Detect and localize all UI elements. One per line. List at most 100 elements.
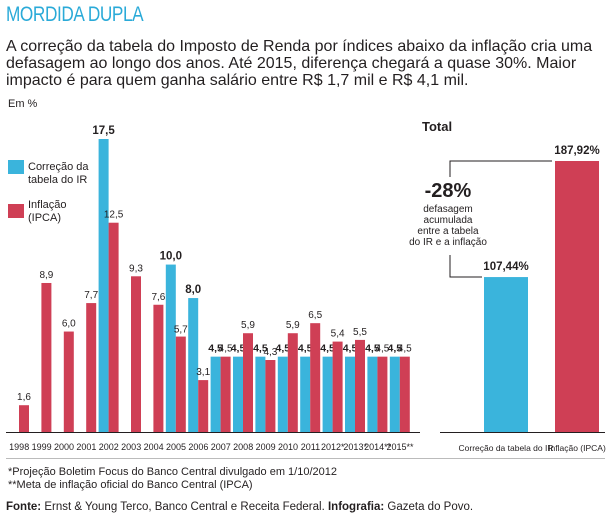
year-tick-label: 2003 (121, 442, 141, 452)
correcao-value-label: 10,0 (160, 251, 182, 263)
source-text: Ernst & Young Terco, Banco Central e Rec… (41, 501, 328, 513)
correcao-bar (255, 356, 266, 432)
inflacao-value-label: 5,4 (331, 329, 345, 340)
year-tick-label: 2001 (76, 442, 96, 452)
subtitle: A correção da tabela do Imposto de Renda… (6, 38, 593, 89)
correcao-value-label: 4,5 (387, 343, 402, 355)
inflacao-value-label: 3,1 (196, 367, 210, 378)
year-tick-label: 2007 (211, 442, 231, 452)
year-tick-label: 2005 (166, 442, 186, 452)
inflacao-bar (86, 303, 97, 432)
infographic-text: Gazeta do Povo. (384, 501, 474, 513)
total-correcao-bar (484, 277, 528, 432)
inflacao-bar (377, 356, 388, 432)
inflacao-value-label: 5,9 (241, 320, 255, 331)
total-value-label: 187,92% (554, 145, 599, 157)
year-tick-label: 2010 (278, 442, 298, 452)
inflacao-bar (19, 405, 29, 432)
inflacao-value-label: 12,5 (104, 210, 124, 221)
inflacao-value-label: 6,5 (308, 310, 322, 321)
correcao-bar (233, 356, 243, 432)
inflacao-bar (220, 356, 231, 432)
inflacao-value-label: 8,9 (39, 270, 53, 281)
correcao-bar (389, 356, 400, 432)
year-tick-label: 1999 (32, 442, 52, 452)
unit-label: Em % (8, 98, 38, 110)
correcao-bar (188, 298, 199, 432)
infographic-label: Infografia: (327, 501, 385, 513)
legend-label-correcao: Correção da tabela do IR (28, 161, 89, 186)
correcao-bar (277, 356, 288, 432)
inflacao-value-label: 5,7 (174, 325, 188, 336)
correcao-value-label: 17,5 (92, 125, 115, 137)
year-tick-label: 2009 (256, 442, 276, 452)
inflacao-value-label: 7,6 (151, 292, 165, 303)
inflacao-bar (265, 360, 276, 432)
inflacao-bar (41, 282, 52, 432)
year-tick-label: 2014** (364, 442, 392, 452)
annotation-line: defasagem (423, 204, 472, 215)
total-title: Total (422, 119, 452, 134)
inflacao-value-label: 5,5 (353, 327, 367, 338)
year-tick-label: 2008 (233, 442, 253, 452)
page-title: MORDIDA DUPLA (6, 3, 144, 26)
inflacao-value-label: 7,7 (84, 290, 98, 301)
inflacao-bar (198, 380, 209, 432)
legend-swatch-inflacao (8, 204, 24, 218)
source-line: Fonte: Ernst & Young Terco, Banco Centra… (6, 501, 473, 513)
correcao-bar (322, 356, 333, 432)
correcao-value-label: 4,5 (253, 343, 268, 355)
inflacao-bar (153, 304, 164, 432)
correcao-value-label: 4,5 (275, 343, 290, 355)
year-tick-label: 2015** (386, 442, 414, 452)
year-tick-label: 2011 (301, 442, 320, 452)
annotation-backdrop (410, 177, 492, 255)
total-category-label: Correção da tabela do IR (459, 443, 554, 453)
correcao-value-label: 4,5 (343, 343, 358, 355)
inflacao-bar (175, 336, 186, 432)
correcao-value-label: 4,5 (365, 343, 380, 355)
correcao-bar (210, 356, 221, 432)
correcao-bar (300, 356, 311, 432)
correcao-value-label: 4,5 (320, 343, 335, 355)
inflacao-value-label: 4,5 (219, 344, 233, 355)
annotation-line: do IR e a inflação (409, 237, 487, 248)
year-tick-label: 2006 (188, 442, 208, 452)
inflacao-bar (63, 331, 74, 432)
correcao-value-label: 4,5 (231, 343, 246, 355)
inflacao-bar (355, 339, 365, 432)
annotation-line: entre a tabela (417, 226, 479, 237)
legend-label-inflacao: Inflação (IPCA) (28, 199, 67, 224)
inflacao-bar (332, 341, 343, 432)
inflacao-bar (287, 333, 298, 432)
correcao-value-label: 4,5 (208, 343, 223, 355)
year-tick-label: 2000 (54, 442, 74, 452)
inflacao-value-label: 5,9 (286, 320, 300, 331)
total-inflacao-bar (555, 161, 599, 432)
inflacao-value-label: 4,3 (263, 347, 277, 358)
correcao-bar (98, 139, 109, 432)
inflacao-bar (108, 222, 119, 432)
year-tick-label: 2004 (144, 442, 164, 452)
correcao-value-label: 4,5 (298, 343, 313, 355)
total-value-label: 107,44% (483, 261, 528, 273)
correcao-value-label: 8,0 (185, 284, 201, 296)
year-tick-label: 1998 (9, 442, 29, 452)
footnote-meta: **Meta de inflação oficial do Banco Cent… (8, 479, 253, 491)
year-tick-label: 2002 (99, 442, 119, 452)
annotation-value: -28% (425, 180, 472, 202)
annotation-line: acumulada (424, 215, 473, 226)
inflacao-bar (131, 276, 141, 432)
year-tick-label: 2012* (321, 442, 345, 452)
legend-swatch-correcao (8, 160, 24, 174)
inflacao-bar (399, 356, 410, 432)
inflacao-value-label: 9,3 (129, 263, 143, 274)
inflacao-value-label: 4,5 (375, 344, 389, 355)
inflacao-bar (310, 323, 321, 432)
correcao-bar (165, 264, 176, 432)
year-tick-label: 2013* (343, 442, 367, 452)
inflacao-value-label: 1,6 (17, 392, 31, 403)
inflacao-bar (243, 333, 253, 432)
correcao-bar (367, 356, 378, 432)
